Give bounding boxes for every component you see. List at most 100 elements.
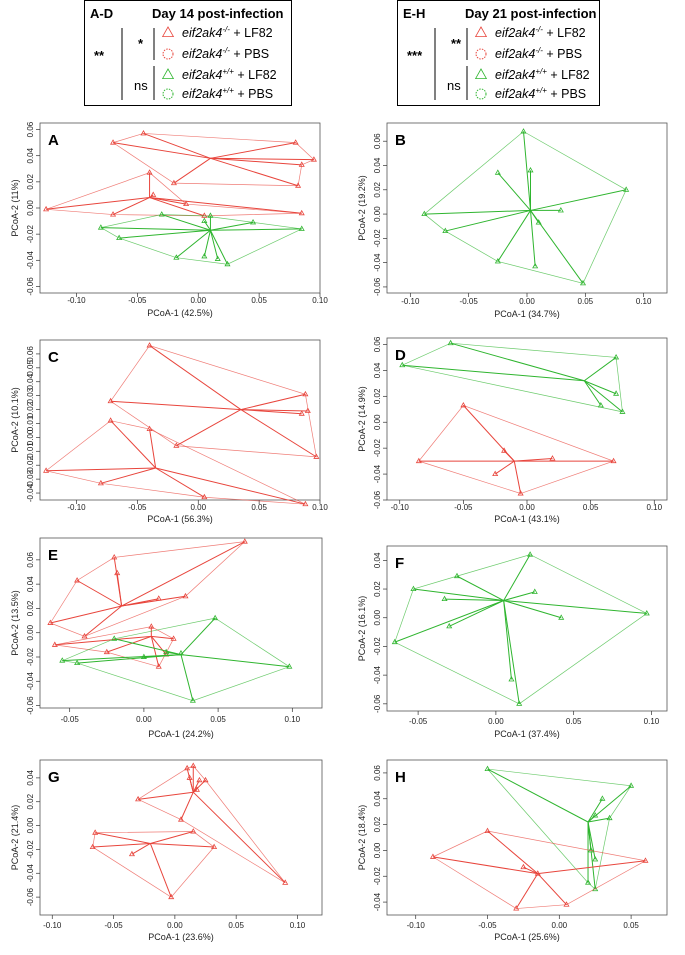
y-axis-label: PCoA-2 (21.4%)	[10, 805, 20, 871]
y-tick-label: -0.02	[373, 637, 382, 656]
legend-sig-ko: **	[451, 36, 462, 51]
y-tick-label: 0.02	[26, 401, 35, 417]
legend-entry-treatment: + PBS	[234, 87, 273, 101]
legend-triangle-marker	[161, 26, 175, 37]
y-tick-label: -0.06	[373, 490, 382, 509]
y-tick-label: 0.04	[373, 790, 382, 806]
spider-line	[587, 817, 610, 823]
data-point	[111, 635, 118, 641]
legend-entry-genotype: +/+	[222, 86, 234, 95]
spider-line	[192, 791, 286, 884]
legend-entry-label: eif2ak4+/+ + PBS	[495, 86, 586, 101]
x-tick-label: 0.00	[519, 503, 535, 512]
x-tick-label: 0.00	[190, 296, 206, 305]
spider-line	[487, 830, 539, 875]
data-point	[128, 850, 135, 857]
y-tick-label: 0.04	[373, 157, 382, 173]
hull-line	[45, 420, 306, 505]
y-tick-label: 0.02	[26, 600, 35, 616]
series-red	[43, 169, 305, 218]
spider-line	[114, 638, 182, 656]
legend-circle-marker	[162, 48, 174, 60]
x-tick-label: 0.05	[583, 503, 599, 512]
legend-sig-wt: ns	[447, 78, 461, 93]
plot-frame	[39, 759, 323, 916]
x-tick-label: -0.05	[128, 296, 147, 305]
spider-line	[584, 380, 617, 395]
spider-line	[150, 636, 160, 667]
spider-line	[138, 791, 194, 800]
y-tick-label: 0.06	[373, 133, 382, 149]
legend-range: E-H	[403, 6, 425, 21]
data-point	[517, 490, 524, 496]
spider-line	[240, 409, 317, 458]
hull-line	[394, 554, 648, 705]
panel-letter: F	[395, 555, 404, 572]
y-tick-label: -0.02	[26, 840, 35, 859]
spider-line	[180, 791, 194, 820]
x-tick-label: 0.10	[644, 717, 660, 726]
y-axis-label: PCoA-2 (19.2%)	[357, 175, 367, 241]
panel-C-plot: C -0.10 -0.05 0.00 0.05 0.10 -0.04-0.03-0.02-0…	[10, 339, 328, 524]
panel-letter: H	[395, 769, 406, 786]
data-point	[531, 588, 538, 594]
spider-line	[445, 209, 531, 232]
data-point	[146, 169, 153, 175]
x-axis-label: PCoA-1 (37.4%)	[494, 729, 560, 739]
y-tick-label: 0.02	[373, 816, 382, 832]
data-point	[410, 585, 417, 592]
data-point	[592, 885, 599, 892]
x-tick-label: -0.10	[407, 921, 426, 930]
spider-line	[497, 210, 531, 262]
data-point	[619, 408, 626, 414]
spider-line	[444, 598, 504, 602]
x-tick-label: 0.05	[251, 503, 267, 512]
legend-entry-gene: eif2ak4	[182, 26, 222, 40]
spider-line	[513, 461, 522, 494]
series-red	[135, 762, 289, 885]
hull-line	[110, 345, 317, 458]
spider-line	[95, 832, 151, 844]
spider-line	[150, 831, 194, 844]
data-point	[111, 554, 118, 560]
legend-entry-treatment: + PBS	[543, 47, 582, 61]
data-point	[110, 211, 117, 217]
data-point	[81, 632, 88, 639]
data-point	[623, 186, 630, 192]
spider-line	[100, 227, 211, 231]
y-tick-label: -0.06	[26, 277, 35, 296]
legend-entry-gene: eif2ak4	[495, 26, 535, 40]
series-green	[421, 128, 630, 286]
spider-line	[149, 197, 302, 214]
legend-sig-outer: **	[94, 48, 105, 63]
data-point	[92, 829, 99, 835]
spider-line	[149, 197, 205, 217]
spider-line	[530, 189, 627, 211]
hull-line	[137, 765, 286, 884]
spider-line	[173, 157, 211, 184]
legend-circle-marker	[475, 48, 487, 60]
spider-line	[149, 428, 157, 469]
spider-line	[515, 873, 539, 909]
data-point	[534, 870, 541, 876]
data-point	[484, 765, 491, 772]
panel-A-plot: A -0.10 -0.05 0.00 0.05 0.10 -0.06 -0.04 -0.02 0.…	[10, 121, 328, 318]
y-tick-label: -0.04	[373, 665, 382, 684]
legend-entry-label: eif2ak4+/+ + LF82	[495, 67, 590, 82]
series-green	[399, 339, 626, 414]
legend-entry-treatment: + PBS	[547, 87, 586, 101]
series-red	[110, 130, 317, 188]
data-point	[399, 361, 406, 368]
x-tick-label: 0.00	[167, 921, 183, 930]
data-point	[441, 595, 448, 602]
spider-line	[583, 380, 602, 406]
series-red	[43, 417, 309, 507]
legend-title: Day 21 post-infection	[465, 6, 597, 21]
spider-line	[180, 654, 290, 668]
data-point	[516, 700, 523, 706]
spider-line	[150, 636, 167, 655]
x-tick-label: 0.00	[136, 715, 152, 724]
y-tick-label: -0.02	[373, 438, 382, 457]
spider-line	[587, 821, 596, 890]
data-point	[47, 619, 54, 625]
